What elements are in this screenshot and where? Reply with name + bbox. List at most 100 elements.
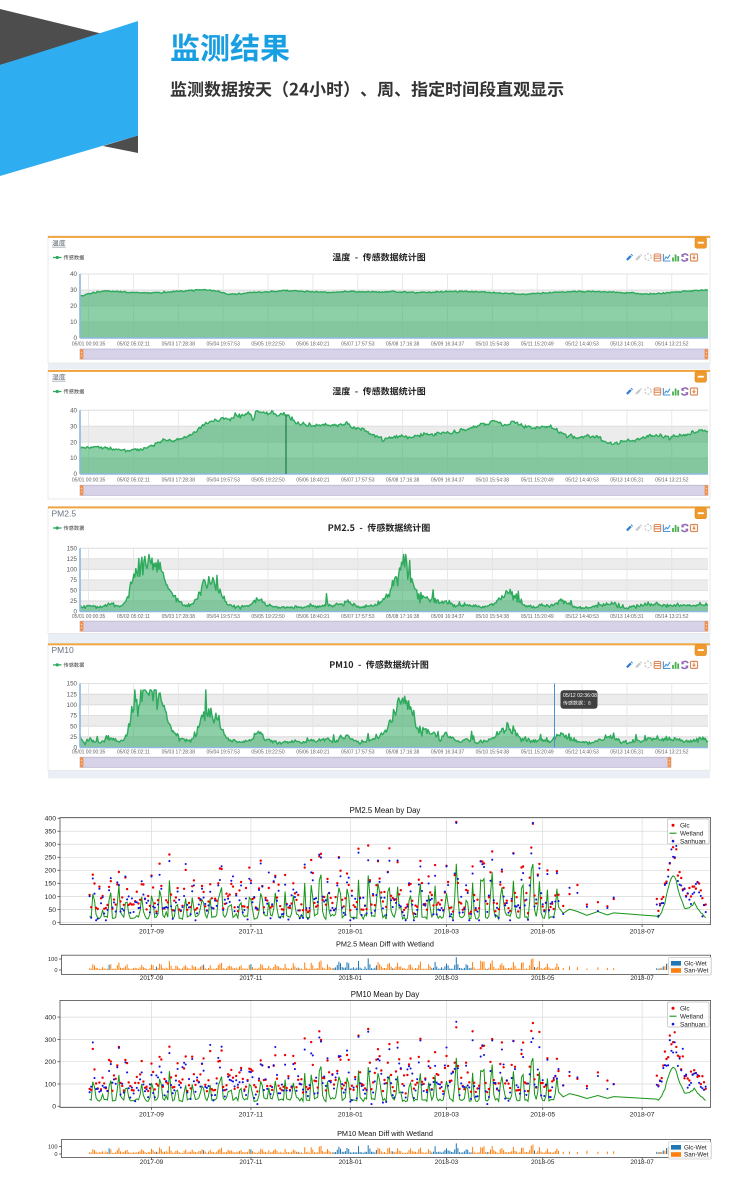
- svg-text:20: 20: [70, 439, 77, 446]
- svg-text:05/02 05:02:11: 05/02 05:02:11: [117, 342, 150, 348]
- svg-text:05/05 19:22:50: 05/05 19:22:50: [251, 478, 285, 484]
- svg-text:05/14 13:21:52: 05/14 13:21:52: [655, 750, 689, 756]
- svg-text:Wetland: Wetland: [680, 831, 704, 838]
- svg-text:100: 100: [45, 1081, 57, 1088]
- svg-text:150: 150: [67, 545, 78, 552]
- svg-text:20: 20: [70, 303, 77, 310]
- svg-text:2017-09: 2017-09: [139, 929, 164, 936]
- svg-text:300: 300: [45, 842, 57, 849]
- svg-text:PM2.5 Mean Diff with Wetland: PM2.5 Mean Diff with Wetland: [336, 940, 434, 949]
- svg-text:2018-05: 2018-05: [530, 929, 555, 936]
- svg-text:75: 75: [70, 713, 77, 720]
- svg-text:05/10 15:54:38: 05/10 15:54:38: [476, 614, 510, 620]
- svg-text:2018-05: 2018-05: [530, 1112, 555, 1119]
- svg-text:100: 100: [67, 567, 78, 574]
- svg-text:05/13 14:05:31: 05/13 14:05:31: [610, 478, 644, 484]
- svg-text:50: 50: [70, 588, 77, 595]
- svg-text:San-Wet: San-Wet: [684, 1152, 709, 1159]
- svg-text:2018-01: 2018-01: [338, 1112, 363, 1119]
- svg-text:2018-05: 2018-05: [531, 975, 555, 982]
- svg-text:Wetland: Wetland: [680, 1014, 704, 1021]
- svg-text:75: 75: [70, 577, 77, 584]
- svg-text:0: 0: [74, 471, 78, 478]
- svg-text:200: 200: [45, 868, 57, 875]
- svg-text:2018-03: 2018-03: [435, 1159, 459, 1166]
- svg-text:05/03 17:28:38: 05/03 17:28:38: [162, 750, 196, 756]
- svg-text:2017-11: 2017-11: [239, 975, 262, 982]
- svg-text:125: 125: [67, 556, 78, 563]
- svg-text:400: 400: [45, 816, 57, 823]
- svg-text:05/11 15:20:49: 05/11 15:20:49: [521, 614, 554, 620]
- svg-text:05/05 19:22:50: 05/05 19:22:50: [251, 342, 285, 348]
- svg-text:05/07 17:57:53: 05/07 17:57:53: [341, 614, 375, 620]
- svg-text:05/01 00:00:35: 05/01 00:00:35: [72, 614, 106, 620]
- svg-text:05/04 19:57:53: 05/04 19:57:53: [207, 614, 241, 620]
- svg-text:05/02 05:02:11: 05/02 05:02:11: [117, 478, 150, 484]
- svg-text:2017-11: 2017-11: [239, 929, 264, 936]
- svg-text:PM10 Mean Diff with Wetland: PM10 Mean Diff with Wetland: [337, 1129, 433, 1138]
- svg-text:05/03 17:28:38: 05/03 17:28:38: [162, 478, 196, 484]
- svg-text:100: 100: [45, 894, 57, 901]
- svg-text:2018-07: 2018-07: [630, 929, 655, 936]
- svg-text:Glc-Wet: Glc-Wet: [684, 961, 707, 968]
- svg-text:350: 350: [45, 829, 57, 836]
- svg-text:05/12 14:40:53: 05/12 14:40:53: [565, 614, 599, 620]
- svg-text:2017-09: 2017-09: [140, 1159, 164, 1166]
- svg-text:05/04 19:57:53: 05/04 19:57:53: [207, 750, 241, 756]
- svg-text:05/11 15:20:49: 05/11 15:20:49: [521, 342, 554, 348]
- svg-text:05/10 15:54:38: 05/10 15:54:38: [476, 342, 510, 348]
- svg-text:05/14 13:21:52: 05/14 13:21:52: [655, 342, 689, 348]
- svg-text:2018-03: 2018-03: [434, 929, 459, 936]
- svg-text:05/12 02:36:08: 05/12 02:36:08: [563, 693, 597, 699]
- svg-text:05/08 17:16:38: 05/08 17:16:38: [386, 614, 420, 620]
- svg-text:PM10 Mean by Day: PM10 Mean by Day: [351, 990, 420, 999]
- svg-text:2017-09: 2017-09: [140, 975, 164, 982]
- svg-text:2017-11: 2017-11: [239, 1112, 264, 1119]
- svg-text:2018-03: 2018-03: [434, 1112, 459, 1119]
- svg-text:05/12 14:40:53: 05/12 14:40:53: [565, 342, 599, 348]
- svg-text:05/06 18:40:21: 05/06 18:40:21: [296, 614, 330, 620]
- svg-text:05/09 16:34:37: 05/09 16:34:37: [431, 342, 465, 348]
- svg-text:05/08 17:16:38: 05/08 17:16:38: [386, 342, 420, 348]
- svg-text:05/12 14:40:53: 05/12 14:40:53: [565, 750, 599, 756]
- svg-text:05/11 15:20:49: 05/11 15:20:49: [521, 750, 554, 756]
- svg-text:2018-07: 2018-07: [630, 975, 654, 982]
- svg-text:PM10: PM10: [52, 645, 74, 655]
- svg-text:PM2.5 Mean by Day: PM2.5 Mean by Day: [350, 806, 421, 815]
- svg-text:05/13 14:05:31: 05/13 14:05:31: [610, 342, 644, 348]
- svg-text:05/08 17:16:38: 05/08 17:16:38: [386, 478, 420, 484]
- svg-text:10: 10: [70, 455, 77, 462]
- svg-text:100: 100: [67, 702, 78, 709]
- svg-text:05/12 14:40:53: 05/12 14:40:53: [565, 478, 599, 484]
- svg-text:Glc: Glc: [680, 823, 690, 830]
- svg-text:40: 40: [70, 271, 77, 278]
- svg-text:05/05 19:22:50: 05/05 19:22:50: [251, 614, 285, 620]
- svg-text:05/06 18:40:21: 05/06 18:40:21: [296, 342, 330, 348]
- svg-text:100: 100: [48, 957, 58, 963]
- svg-text:05/03 17:28:38: 05/03 17:28:38: [162, 342, 196, 348]
- svg-text:05/13 14:05:31: 05/13 14:05:31: [610, 614, 644, 620]
- svg-text:2018-01: 2018-01: [339, 975, 363, 982]
- svg-text:05/05 19:22:50: 05/05 19:22:50: [251, 750, 285, 756]
- svg-text:30: 30: [70, 287, 77, 294]
- svg-text:25: 25: [70, 598, 77, 605]
- svg-text:Sanhuan: Sanhuan: [680, 1021, 706, 1028]
- svg-text:2017-11: 2017-11: [239, 1159, 262, 1166]
- svg-text:100: 100: [48, 1145, 58, 1151]
- svg-text:2018-01: 2018-01: [338, 929, 363, 936]
- svg-text:05/03 17:28:38: 05/03 17:28:38: [162, 614, 196, 620]
- svg-text:05/09 16:34:37: 05/09 16:34:37: [431, 614, 465, 620]
- svg-text:05/11 15:20:49: 05/11 15:20:49: [521, 478, 554, 484]
- svg-text:05/10 15:54:38: 05/10 15:54:38: [476, 750, 510, 756]
- svg-text:2018-05: 2018-05: [531, 1159, 555, 1166]
- svg-text:05/02 05:02:11: 05/02 05:02:11: [117, 750, 150, 756]
- svg-text:0: 0: [52, 920, 56, 927]
- svg-text:Sanhuan: Sanhuan: [680, 838, 706, 845]
- svg-text:PM2.5: PM2.5: [52, 508, 77, 518]
- svg-text:125: 125: [67, 691, 78, 698]
- svg-text:0: 0: [74, 745, 78, 752]
- svg-text:10: 10: [70, 319, 77, 326]
- svg-text:05/09 16:34:37: 05/09 16:34:37: [431, 750, 465, 756]
- svg-text:05/07 17:57:53: 05/07 17:57:53: [341, 342, 375, 348]
- svg-text:05/04 19:57:53: 05/04 19:57:53: [207, 478, 241, 484]
